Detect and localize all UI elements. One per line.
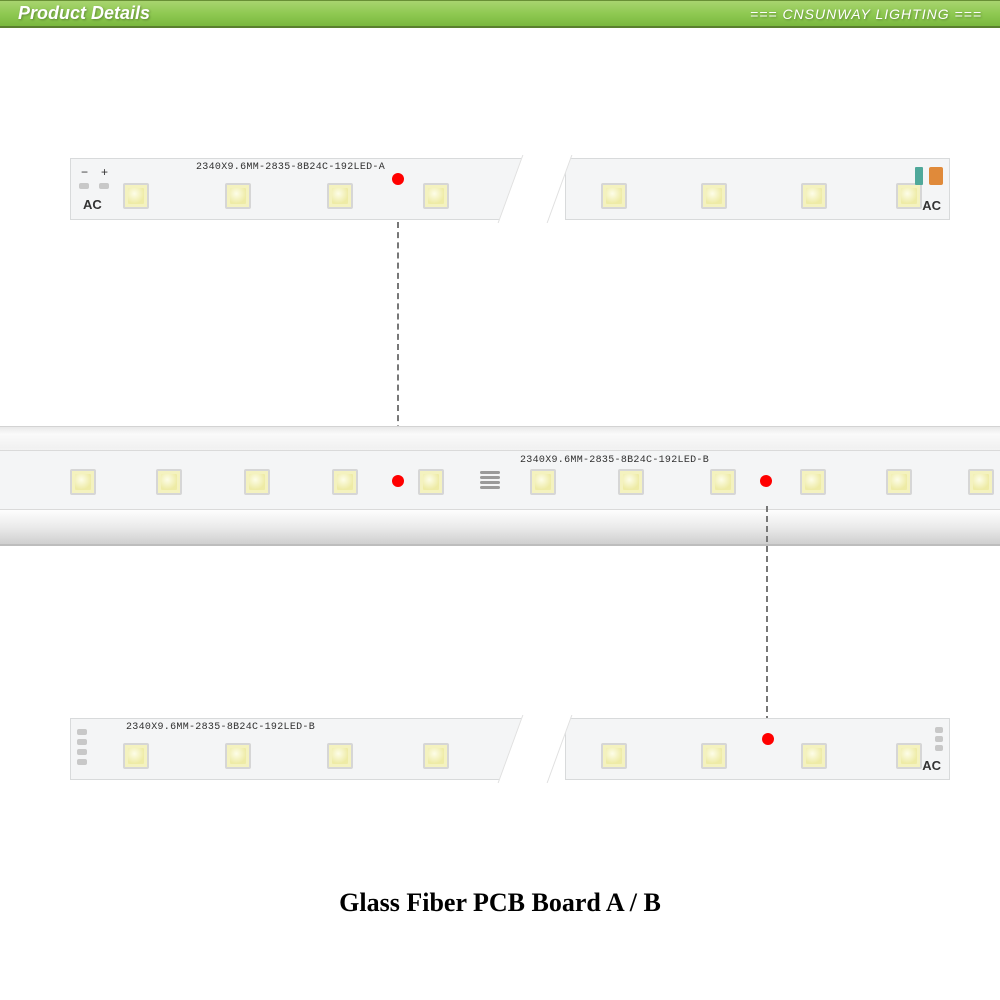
led-chip — [601, 183, 627, 209]
led-chip — [423, 183, 449, 209]
led-chip — [701, 183, 727, 209]
plus-label: + — [101, 165, 108, 179]
callout-line-bottom — [766, 506, 768, 732]
led-chip — [701, 743, 727, 769]
led-chip — [801, 183, 827, 209]
led-chip — [123, 183, 149, 209]
solder-pad — [935, 727, 943, 733]
solder-pad — [77, 759, 87, 765]
solder-pad — [77, 749, 87, 755]
led-chip — [418, 469, 444, 495]
pcb-strip-b-right: AC — [565, 718, 950, 780]
led-chip — [968, 469, 994, 495]
led-chip — [800, 469, 826, 495]
solder-pad — [79, 183, 89, 189]
led-chip — [123, 743, 149, 769]
solder-pad — [935, 736, 943, 742]
pcb-spec-text-middle: 2340X9.6MM-2835-8B24C-192LED-B — [520, 455, 709, 466]
led-chip — [225, 183, 251, 209]
contact-pad-teal — [915, 167, 923, 185]
header-brand: === CNSUNWAY LIGHTING === — [750, 6, 982, 22]
header-title: Product Details — [18, 3, 150, 24]
ac-label-right: AC — [922, 198, 941, 213]
caption-text: Glass Fiber PCB Board A / B — [0, 888, 1000, 918]
led-chip — [601, 743, 627, 769]
pcb-strip-b-left: 2340X9.6MM-2835-8B24C-192LED-B — [70, 718, 540, 780]
led-chip — [327, 743, 353, 769]
led-chip — [801, 743, 827, 769]
header-bar: Product Details === CNSUNWAY LIGHTING ==… — [0, 0, 1000, 28]
callout-red-dot — [760, 475, 772, 487]
tube-pcb-inner: 2340X9.6MM-2835-8B24C-192LED-B — [0, 450, 1000, 510]
led-chip — [896, 183, 922, 209]
minus-label: − — [81, 165, 88, 179]
callout-red-dot — [392, 475, 404, 487]
contact-pads — [935, 727, 943, 751]
pcb-spec-text-a: 2340X9.6MM-2835-8B24C-192LED-A — [196, 162, 385, 173]
solder-pad — [77, 729, 87, 735]
led-chip — [710, 469, 736, 495]
ac-label-right: AC — [922, 758, 941, 773]
led-chip — [886, 469, 912, 495]
solder-pad — [935, 745, 943, 751]
solder-pad — [77, 739, 87, 745]
led-chip — [618, 469, 644, 495]
led-chip — [244, 469, 270, 495]
led-chip — [332, 469, 358, 495]
pcb-spec-text-b: 2340X9.6MM-2835-8B24C-192LED-B — [126, 722, 315, 733]
pcb-strip-a-left: − + AC 2340X9.6MM-2835-8B24C-192LED-A — [70, 158, 540, 220]
ac-label-left: AC — [83, 197, 102, 212]
pcb-strip-a-right: AC — [565, 158, 950, 220]
led-chip — [156, 469, 182, 495]
spring-connector-icon — [480, 471, 500, 493]
solder-pad — [99, 183, 109, 189]
led-chip — [70, 469, 96, 495]
tube-assembly: 2340X9.6MM-2835-8B24C-192LED-B — [0, 426, 1000, 546]
led-chip — [896, 743, 922, 769]
callout-red-dot — [392, 173, 404, 185]
led-chip — [423, 743, 449, 769]
contact-pads — [77, 729, 87, 765]
led-chip — [327, 183, 353, 209]
contact-pad-orange — [929, 167, 943, 185]
diagram-canvas: − + AC 2340X9.6MM-2835-8B24C-192LED-A AC… — [0, 28, 1000, 1000]
callout-red-dot — [762, 733, 774, 745]
led-chip — [225, 743, 251, 769]
led-chip — [530, 469, 556, 495]
